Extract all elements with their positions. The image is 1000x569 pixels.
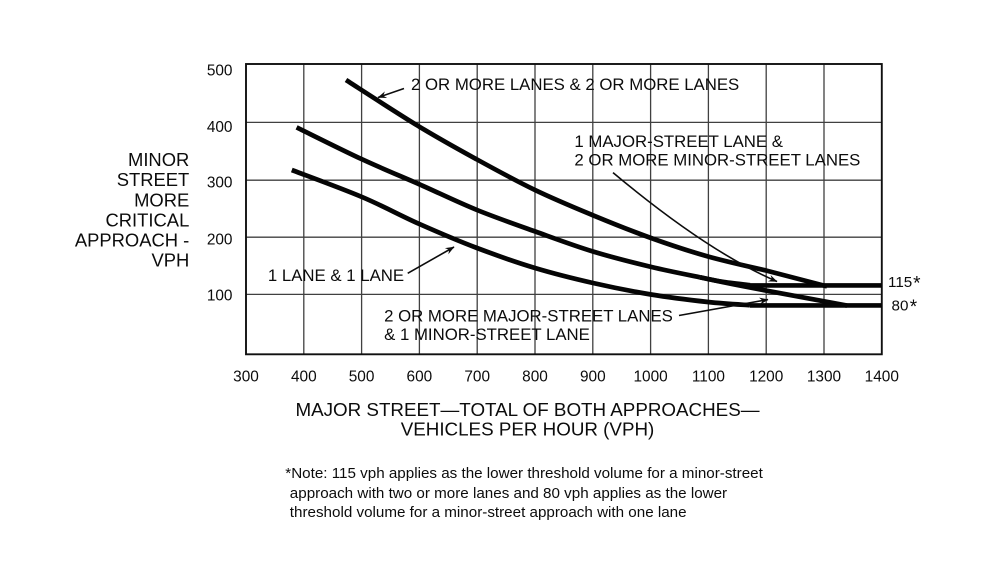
- svg-text:MAJOR STREET—TOTAL OF BOTH APP: MAJOR STREET—TOTAL OF BOTH APPROACHES—: [295, 399, 759, 420]
- svg-text:300: 300: [233, 369, 259, 386]
- svg-text:1300: 1300: [807, 369, 841, 386]
- svg-text:1100: 1100: [692, 369, 725, 386]
- svg-text:1200: 1200: [749, 369, 783, 386]
- svg-text:MORE: MORE: [134, 189, 189, 210]
- svg-text:VEHICLES PER HOUR (VPH): VEHICLES PER HOUR (VPH): [401, 419, 655, 440]
- svg-text:900: 900: [580, 369, 606, 386]
- svg-text:100: 100: [207, 287, 233, 304]
- svg-text:threshold volume for a minor-s: threshold volume for a minor-street appr…: [290, 504, 687, 521]
- svg-text:500: 500: [349, 369, 375, 386]
- svg-text:approach with two or more lane: approach with two or more lanes and 80 v…: [290, 485, 727, 502]
- svg-text:& 1 MINOR-STREET LANE: & 1 MINOR-STREET LANE: [384, 325, 590, 344]
- svg-text:300: 300: [207, 174, 233, 191]
- svg-text:1400: 1400: [865, 369, 899, 386]
- svg-text:200: 200: [207, 231, 233, 248]
- svg-text:MINOR: MINOR: [128, 149, 189, 170]
- svg-text:80: 80: [892, 297, 909, 314]
- svg-text:2 OR MORE MAJOR-STREET LANES: 2 OR MORE MAJOR-STREET LANES: [384, 307, 673, 326]
- svg-text:APPROACH -: APPROACH -: [75, 230, 189, 251]
- svg-text:1 LANE & 1 LANE: 1 LANE & 1 LANE: [268, 266, 404, 285]
- svg-text:700: 700: [464, 369, 490, 386]
- svg-text:VPH: VPH: [151, 250, 189, 271]
- svg-text:STREET: STREET: [117, 169, 190, 190]
- svg-text:*Note: 115 vph applies as the: *Note: 115 vph applies as the lower thre…: [285, 465, 763, 482]
- svg-text:1 MAJOR-STREET LANE &: 1 MAJOR-STREET LANE &: [574, 132, 783, 151]
- svg-text:115: 115: [888, 274, 912, 291]
- svg-text:400: 400: [207, 119, 233, 136]
- svg-text:400: 400: [291, 369, 317, 386]
- svg-text:*: *: [913, 273, 921, 294]
- svg-text:600: 600: [407, 369, 433, 386]
- svg-text:1000: 1000: [633, 369, 667, 386]
- svg-text:500: 500: [207, 62, 233, 79]
- svg-text:*: *: [910, 297, 918, 318]
- svg-text:CRITICAL: CRITICAL: [106, 210, 190, 231]
- svg-text:2 OR MORE LANES & 2 OR MORE LA: 2 OR MORE LANES & 2 OR MORE LANES: [411, 75, 739, 94]
- svg-text:2 OR MORE MINOR-STREET LANES: 2 OR MORE MINOR-STREET LANES: [574, 151, 860, 170]
- svg-text:800: 800: [522, 369, 548, 386]
